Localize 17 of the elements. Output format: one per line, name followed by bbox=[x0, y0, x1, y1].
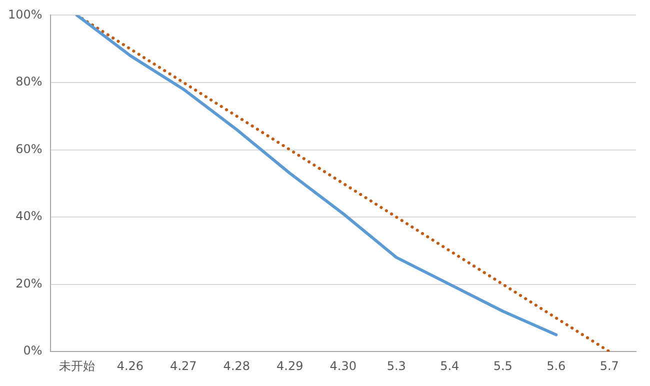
y-tick-label: 100% bbox=[8, 7, 42, 22]
y-tick-label: 20% bbox=[16, 276, 42, 290]
y-tick-label: 0% bbox=[23, 344, 42, 358]
x-tick-label: 4.27 bbox=[170, 358, 197, 373]
x-tick-label: 5.6 bbox=[546, 358, 566, 373]
x-tick-label: 5.3 bbox=[386, 358, 406, 373]
x-tick-label: 4.28 bbox=[223, 358, 250, 373]
y-tick-label: 60% bbox=[16, 142, 42, 156]
x-tick-label: 5.7 bbox=[600, 358, 619, 373]
x-tick-label: 4.26 bbox=[116, 358, 144, 373]
y-tick-label: 40% bbox=[16, 209, 42, 224]
x-tick-label: 5.5 bbox=[493, 358, 512, 373]
x-tick-label: 5.4 bbox=[440, 358, 460, 373]
x-tick-label: 4.29 bbox=[276, 358, 304, 373]
x-tick-label: 4.30 bbox=[330, 358, 357, 373]
x-tick-label: 未开始 bbox=[58, 358, 95, 373]
y-tick-label: 80% bbox=[16, 74, 42, 89]
